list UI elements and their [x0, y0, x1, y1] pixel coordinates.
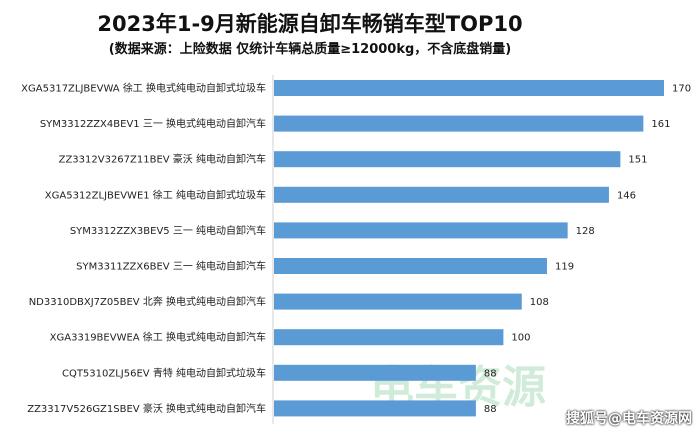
value-label: 161 [651, 119, 670, 130]
bar [274, 364, 476, 381]
category-label: SYM3311ZZX6BEV 三一 纯电动自卸汽车 [76, 260, 266, 273]
value-label: 100 [511, 333, 530, 344]
chart-subtitle: (数据来源：上险数据 仅统计车辆总质量≥12000kg，不含底盘销量) [108, 42, 512, 57]
value-label: 88 [484, 404, 497, 415]
category-label: SYM3312ZZX3BEV5 三一 纯电动自卸汽车 [70, 224, 266, 237]
chart-title: 2023年1-9月新能源自卸车畅销车型TOP10 [97, 12, 523, 36]
bar [274, 186, 609, 203]
category-label: XGA5317ZLJBEVWA 徐工 换电式纯电动自卸式垃圾车 [21, 82, 266, 95]
category-label: ZZ3317V526GZ1SBEV 豪沃 换电式纯电动自卸汽车 [27, 402, 266, 415]
category-label: CQT5310ZLJ56EV 青特 纯电动自卸式垃圾车 [62, 366, 266, 379]
category-label: XGA5312ZLJBEVWE1 徐工 纯电动自卸式垃圾车 [45, 188, 266, 201]
category-label: ZZ3312V3267Z11BEV 豪沃 纯电动自卸汽车 [59, 153, 266, 166]
bar [274, 258, 547, 274]
value-label: 170 [672, 84, 691, 95]
category-label: SYM3312ZZX4BEV1 三一 换电式纯电动自卸汽车 [40, 117, 266, 130]
bar [274, 80, 664, 96]
category-label: ND3310DBXJ7Z05BEV 北奔 换电式纯电动自卸汽车 [29, 295, 266, 308]
value-label: 119 [555, 262, 574, 273]
bar [274, 115, 644, 132]
value-label: 128 [576, 226, 595, 237]
value-label: 146 [617, 190, 636, 201]
bar [274, 329, 504, 346]
bar [274, 293, 522, 310]
value-label: 108 [530, 297, 549, 308]
value-label: 88 [484, 368, 497, 379]
bar [274, 222, 568, 239]
category-label: XGA3319BEVWEA 徐工 换电式纯电动自卸汽车 [50, 331, 266, 344]
value-label: 151 [628, 155, 647, 166]
watermark-credit: 搜狐号@电车资源网 [566, 411, 692, 427]
bar [274, 151, 621, 168]
bar [274, 400, 476, 417]
